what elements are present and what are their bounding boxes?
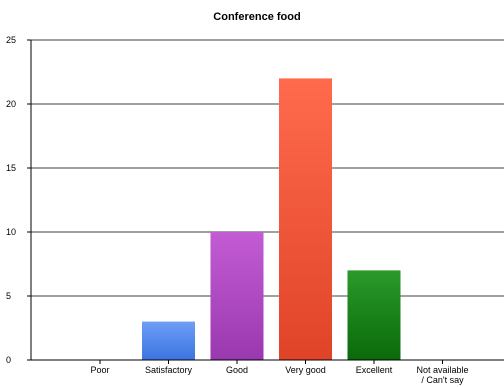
y-axis-ticks: 0 5 10 15 20 25 [6,35,31,365]
x-axis-ticks: Poor Satisfactory Good Very good Excellent No… [90,360,469,385]
bars [142,78,401,361]
y-tick-label: 25 [6,35,16,45]
gridlines [31,39,504,297]
chart-title: Conference food [213,11,300,23]
bar-satisfactory [142,321,195,360]
y-tick-label: 0 [6,355,11,365]
y-tick-label: 20 [6,99,16,109]
x-tick-label: Poor [90,365,109,375]
x-tick-label: / Can't say [421,375,464,385]
x-tick-label: Very good [285,365,326,375]
x-tick-label: Satisfactory [145,365,193,375]
x-tick-label: Excellent [356,365,393,375]
x-tick-label: Not available [416,365,468,375]
bar-excellent [347,270,401,360]
y-tick-label: 5 [6,291,11,301]
y-tick-label: 15 [6,163,16,173]
x-tick-label: Good [226,365,248,375]
bar-good [210,232,264,360]
bar-very-good [279,78,332,361]
y-tick-label: 10 [6,227,16,237]
